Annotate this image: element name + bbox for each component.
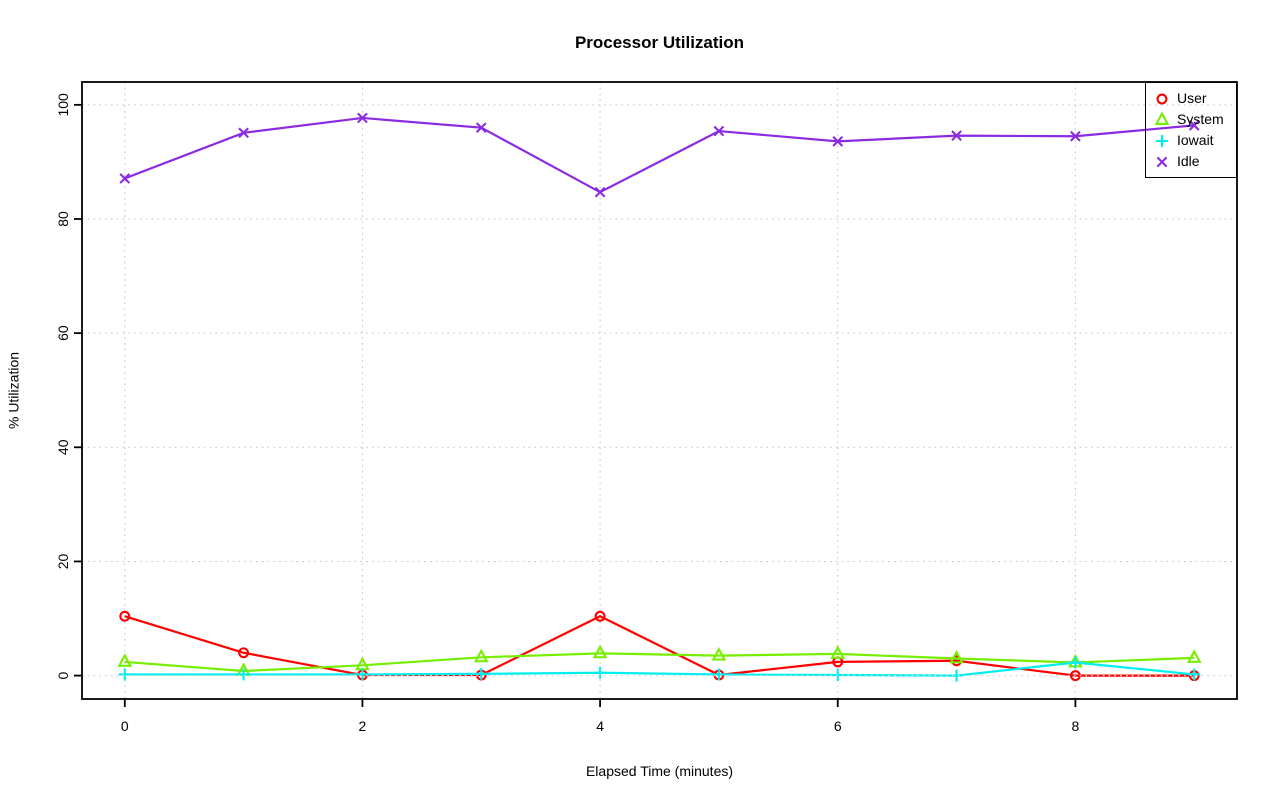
legend-label-user: User <box>1177 90 1207 106</box>
series-line-system <box>124 652 1195 673</box>
marker-user-1 <box>238 647 250 659</box>
marker-user-0 <box>119 610 131 622</box>
marker-iowait-4 <box>594 666 607 679</box>
marker-iowait-8 <box>1069 656 1082 669</box>
marker-system-2 <box>355 656 370 671</box>
y-tick-label-60: 60 <box>55 325 71 341</box>
marker-idle-5 <box>713 125 725 137</box>
marker-system-0 <box>117 653 133 667</box>
chart-title: Processor Utilization <box>574 33 745 52</box>
marker-iowait-1 <box>237 668 250 681</box>
x-axis-label: Elapsed Time (minutes) <box>585 763 734 779</box>
legend-item-user: User <box>1153 88 1236 109</box>
series-line-idle <box>124 116 1195 194</box>
plot-border <box>81 81 1238 700</box>
marker-idle-7 <box>951 130 962 141</box>
legend-item-system: System <box>1153 109 1236 130</box>
marker-idle-2 <box>357 112 368 124</box>
marker-idle-6 <box>832 136 844 147</box>
legend-label-system: System <box>1177 111 1224 127</box>
marker-idle-9 <box>1188 120 1200 131</box>
marker-iowait-6 <box>831 669 844 682</box>
series-line-iowait <box>124 661 1195 677</box>
legend-label-iowait: Iowait <box>1177 132 1214 148</box>
legend-label-idle: Idle <box>1177 153 1200 169</box>
y-tick-label-0: 0 <box>55 671 71 679</box>
marker-user-4 <box>594 610 606 622</box>
marker-system-5 <box>711 647 727 661</box>
marker-iowait-9 <box>1188 668 1201 681</box>
marker-system-6 <box>830 645 846 659</box>
marker-system-4 <box>592 644 608 659</box>
marker-iowait-2 <box>356 668 369 681</box>
marker-system-7 <box>949 649 964 664</box>
marker-system-3 <box>473 648 489 663</box>
marker-iowait-3 <box>475 667 488 680</box>
y-tick-label-80: 80 <box>55 211 71 227</box>
x-tick-label-4: 4 <box>596 718 604 734</box>
marker-idle-1 <box>238 127 249 139</box>
marker-idle-4 <box>594 186 606 198</box>
y-tick-label-100: 100 <box>55 93 71 117</box>
series-markers-idle <box>119 112 1200 198</box>
marker-system-9 <box>1186 649 1202 663</box>
legend-item-idle: Idle <box>1153 151 1236 172</box>
marker-iowait-0 <box>118 668 131 681</box>
legend: User System Iowait Idle <box>1145 82 1237 178</box>
series-markers-iowait <box>118 656 1201 682</box>
y-tick-label-40: 40 <box>55 439 71 455</box>
legend-x-icon <box>1156 156 1168 167</box>
x-tick-label-6: 6 <box>834 718 842 734</box>
legend-item-iowait: Iowait <box>1153 130 1236 151</box>
marker-idle-0 <box>119 173 131 184</box>
legend-triangle-icon <box>1154 110 1170 125</box>
legend-circle-icon <box>1156 93 1168 104</box>
legend-plus-icon <box>1156 134 1168 147</box>
x-tick-label-8: 8 <box>1071 718 1079 734</box>
marker-iowait-5 <box>712 668 725 681</box>
x-tick-label-2: 2 <box>359 718 367 734</box>
x-tick-label-0: 0 <box>121 718 129 734</box>
marker-idle-8 <box>1070 130 1081 142</box>
marker-idle-3 <box>475 122 487 134</box>
y-tick-label-20: 20 <box>55 553 71 569</box>
